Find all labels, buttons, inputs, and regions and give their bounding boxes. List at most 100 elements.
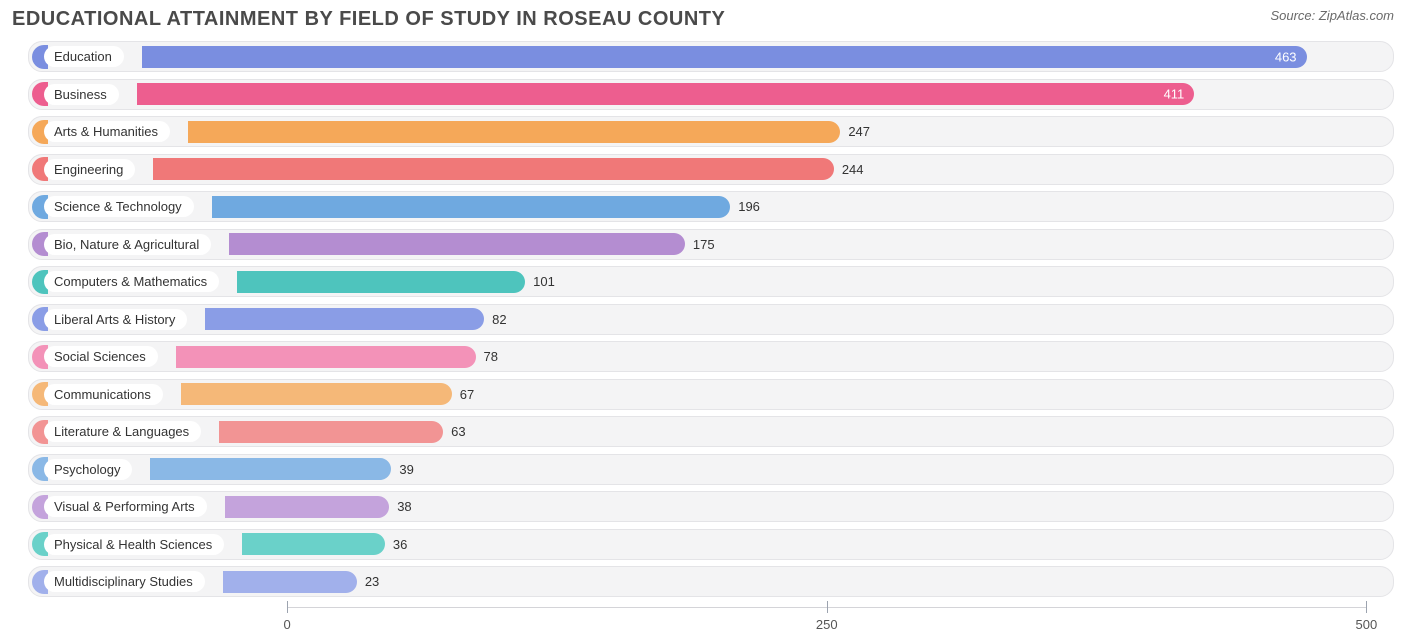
bar-fill (242, 533, 385, 555)
bar-row: Bio, Nature & Agricultural 175 (12, 227, 1394, 262)
bar-row: Science & Technology 196 (12, 189, 1394, 224)
bar-wrapper: 247 (188, 119, 1390, 144)
bar-label: Computers & Mathematics (44, 271, 219, 292)
bar-row: Education 463 (12, 39, 1394, 74)
chart-title: EDUCATIONAL ATTAINMENT BY FIELD OF STUDY… (12, 8, 725, 31)
bar-row: Computers & Mathematics 101 (12, 264, 1394, 299)
bar-value: 82 (484, 312, 506, 327)
bar-fill (212, 196, 731, 218)
bar-label: Arts & Humanities (44, 121, 170, 142)
bar-label: Literature & Languages (44, 421, 201, 442)
bar-value: 39 (391, 462, 413, 477)
bar-value: 244 (834, 162, 864, 177)
bar-wrapper: 36 (242, 532, 1390, 557)
bar-inner: Education 463 (32, 44, 1390, 69)
bar-label: Business (44, 84, 119, 105)
bar-row: Psychology 39 (12, 452, 1394, 487)
bar-wrapper: 67 (181, 382, 1390, 407)
bar-fill (223, 571, 357, 593)
bar-label: Science & Technology (44, 196, 194, 217)
bar-wrapper: 78 (176, 344, 1390, 369)
bar-wrapper: 39 (150, 457, 1390, 482)
bar-wrapper: 63 (219, 419, 1390, 444)
bar-fill (188, 121, 840, 143)
bar-fill (150, 458, 391, 480)
bar-inner: Physical & Health Sciences 36 (32, 532, 1390, 557)
bar-value: 101 (525, 274, 555, 289)
bar-label: Communications (44, 384, 163, 405)
bar-inner: Psychology 39 (32, 457, 1390, 482)
bar-value: 36 (385, 537, 407, 552)
bar-wrapper: 101 (237, 269, 1390, 294)
bar-row: Social Sciences 78 (12, 339, 1394, 374)
bar-value: 63 (443, 424, 465, 439)
axis-tick (827, 601, 828, 613)
bar-label: Social Sciences (44, 346, 158, 367)
bar-wrapper: 196 (212, 194, 1390, 219)
bar-row: Business 411 (12, 77, 1394, 112)
bar-fill (237, 271, 525, 293)
bar-fill (225, 496, 390, 518)
bar-row: Communications 67 (12, 377, 1394, 412)
chart-header: EDUCATIONAL ATTAINMENT BY FIELD OF STUDY… (12, 8, 1394, 31)
x-axis: 0 250 500 (12, 607, 1394, 635)
bar-row: Engineering 244 (12, 152, 1394, 187)
bar-fill: 463 (142, 46, 1307, 68)
axis-tick (1366, 601, 1367, 613)
bar-wrapper: 175 (229, 232, 1390, 257)
bar-label: Psychology (44, 459, 132, 480)
bar-row: Literature & Languages 63 (12, 414, 1394, 449)
bar-fill (229, 233, 685, 255)
bar-inner: Science & Technology 196 (32, 194, 1390, 219)
bar-value: 78 (476, 349, 498, 364)
bar-wrapper: 23 (223, 569, 1390, 594)
bar-value: 247 (840, 124, 870, 139)
bar-label: Visual & Performing Arts (44, 496, 207, 517)
bar-wrapper: 411 (137, 82, 1390, 107)
bar-inner: Computers & Mathematics 101 (32, 269, 1390, 294)
bar-fill (219, 421, 443, 443)
bar-label: Physical & Health Sciences (44, 534, 224, 555)
chart-area: Education 463 Business 411 Arts & Humanities… (12, 39, 1394, 599)
bar-label: Liberal Arts & History (44, 309, 187, 330)
bar-inner: Visual & Performing Arts 38 (32, 494, 1390, 519)
bar-wrapper: 38 (225, 494, 1390, 519)
bar-label: Engineering (44, 159, 135, 180)
bar-inner: Literature & Languages 63 (32, 419, 1390, 444)
bar-row: Arts & Humanities 247 (12, 114, 1394, 149)
bar-value: 23 (357, 574, 379, 589)
bar-value: 38 (389, 499, 411, 514)
bar-wrapper: 463 (142, 44, 1390, 69)
bar-value: 67 (452, 387, 474, 402)
bar-inner: Multidisciplinary Studies 23 (32, 569, 1390, 594)
bar-value: 463 (1275, 49, 1297, 64)
bar-row: Visual & Performing Arts 38 (12, 489, 1394, 524)
bar-inner: Bio, Nature & Agricultural 175 (32, 232, 1390, 257)
bar-inner: Communications 67 (32, 382, 1390, 407)
bar-inner: Business 411 (32, 82, 1390, 107)
bar-inner: Liberal Arts & History 82 (32, 307, 1390, 332)
bar-inner: Social Sciences 78 (32, 344, 1390, 369)
bar-row: Multidisciplinary Studies 23 (12, 564, 1394, 599)
bar-fill (205, 308, 484, 330)
bar-value: 411 (1164, 87, 1185, 102)
bar-wrapper: 244 (153, 157, 1390, 182)
bar-wrapper: 82 (205, 307, 1390, 332)
bar-fill (181, 383, 452, 405)
bar-row: Physical & Health Sciences 36 (12, 527, 1394, 562)
axis-tick-label: 250 (816, 617, 838, 632)
bar-value: 196 (730, 199, 760, 214)
bar-fill: 411 (137, 83, 1195, 105)
axis-tick (287, 601, 288, 613)
bar-fill (153, 158, 833, 180)
chart-source: Source: ZipAtlas.com (1270, 8, 1394, 23)
axis-tick-label: 500 (1356, 617, 1378, 632)
bar-inner: Arts & Humanities 247 (32, 119, 1390, 144)
bar-label: Multidisciplinary Studies (44, 571, 205, 592)
bar-value: 175 (685, 237, 715, 252)
axis-tick-label: 0 (284, 617, 291, 632)
bar-label: Education (44, 46, 124, 67)
bar-fill (176, 346, 476, 368)
bar-label: Bio, Nature & Agricultural (44, 234, 211, 255)
bar-row: Liberal Arts & History 82 (12, 302, 1394, 337)
